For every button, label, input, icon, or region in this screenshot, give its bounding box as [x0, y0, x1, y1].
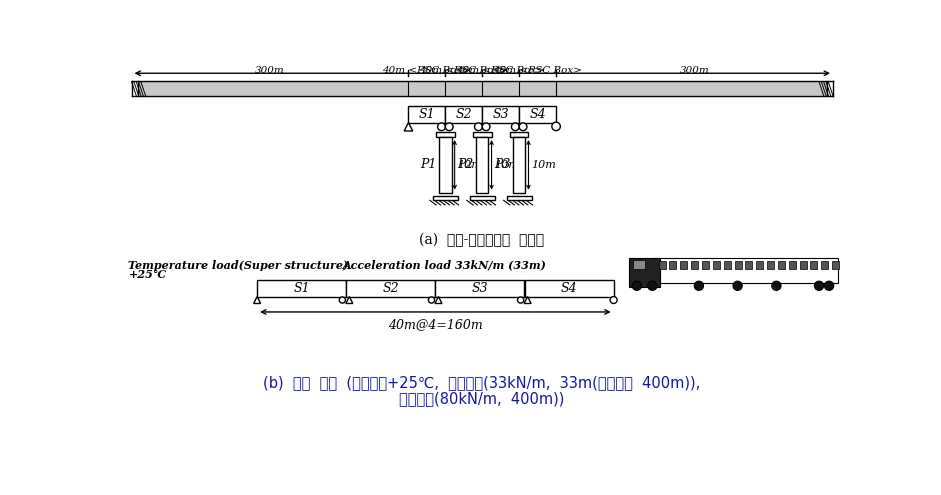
Bar — [436, 132, 455, 137]
Text: S2: S2 — [455, 107, 472, 121]
Circle shape — [694, 281, 704, 291]
Polygon shape — [346, 297, 353, 303]
Circle shape — [445, 123, 454, 131]
Bar — [757, 261, 763, 269]
Bar — [630, 258, 661, 287]
Bar — [633, 259, 646, 269]
Circle shape — [772, 281, 781, 291]
Bar — [476, 137, 488, 193]
Text: S1: S1 — [419, 107, 435, 121]
Circle shape — [814, 281, 823, 291]
Text: P2: P2 — [457, 158, 473, 171]
Text: S3: S3 — [471, 282, 488, 295]
Bar — [789, 261, 796, 269]
Circle shape — [474, 123, 482, 131]
Circle shape — [438, 123, 445, 131]
Text: 300m: 300m — [255, 65, 285, 75]
Text: 40m <PSC Box>: 40m <PSC Box> — [493, 65, 582, 75]
Text: 40m@4=160m: 40m@4=160m — [388, 318, 483, 331]
Text: 40m <PSC Box>: 40m <PSC Box> — [382, 65, 471, 75]
Bar — [832, 261, 839, 269]
Bar — [507, 196, 532, 199]
Text: 300m: 300m — [679, 65, 710, 75]
Bar — [439, 137, 452, 193]
Polygon shape — [405, 123, 413, 131]
Text: 40m <PSC Box>: 40m <PSC Box> — [420, 65, 508, 75]
Text: Acceleration load 33kN/m (33m): Acceleration load 33kN/m (33m) — [343, 259, 546, 271]
Bar — [724, 261, 730, 269]
Bar — [745, 261, 753, 269]
Bar — [473, 132, 491, 137]
Bar — [482, 105, 519, 123]
Text: P1: P1 — [421, 158, 437, 171]
Circle shape — [551, 122, 560, 131]
Bar — [433, 196, 457, 199]
Circle shape — [632, 281, 642, 291]
Circle shape — [340, 297, 345, 303]
Text: 10m: 10m — [531, 160, 555, 170]
Circle shape — [482, 123, 490, 131]
Bar — [680, 261, 687, 269]
Text: 10m: 10m — [494, 160, 518, 170]
Bar — [691, 261, 698, 269]
Bar — [778, 261, 785, 269]
Bar — [137, 81, 827, 97]
Circle shape — [733, 281, 742, 291]
Circle shape — [518, 297, 524, 303]
Bar — [652, 258, 838, 283]
Bar — [821, 261, 828, 269]
Bar — [445, 105, 482, 123]
Bar — [436, 280, 524, 297]
Text: (a)  궤도-교량모델의  개략도: (a) 궤도-교량모델의 개략도 — [420, 233, 545, 248]
Bar — [510, 132, 529, 137]
Bar — [713, 261, 720, 269]
Bar — [519, 105, 556, 123]
Circle shape — [511, 123, 519, 131]
Bar — [346, 280, 436, 297]
Text: (b)  하중  경우  (온도하중+25℃,  시동하중(33kN/m,  33m(차량길이  400m)),: (b) 하중 경우 (온도하중+25℃, 시동하중(33kN/m, 33m(차량… — [263, 375, 700, 390]
Bar — [470, 196, 495, 199]
Text: S3: S3 — [492, 107, 509, 121]
Bar — [767, 261, 774, 269]
Text: S1: S1 — [294, 282, 310, 295]
Circle shape — [824, 281, 834, 291]
Bar — [659, 261, 665, 269]
Text: S2: S2 — [382, 282, 399, 295]
Bar — [810, 261, 818, 269]
Text: Temperature load(Super structure): Temperature load(Super structure) — [129, 259, 349, 271]
Text: S4: S4 — [561, 282, 578, 295]
Text: +25℃: +25℃ — [129, 269, 167, 280]
Bar — [257, 280, 346, 297]
Polygon shape — [435, 297, 442, 303]
Bar — [408, 105, 445, 123]
Circle shape — [428, 297, 435, 303]
Circle shape — [519, 123, 527, 131]
Bar — [800, 261, 806, 269]
Text: 40m <PSC Box>: 40m <PSC Box> — [456, 65, 545, 75]
Circle shape — [610, 297, 617, 303]
Polygon shape — [254, 297, 261, 303]
Bar — [669, 261, 677, 269]
Bar — [513, 137, 525, 193]
Bar — [524, 280, 614, 297]
Text: 수직하중(80kN/m,  400m)): 수직하중(80kN/m, 400m)) — [399, 391, 565, 406]
Bar — [702, 261, 709, 269]
Text: P3: P3 — [494, 158, 511, 171]
Bar — [735, 261, 742, 269]
Text: S4: S4 — [530, 107, 546, 121]
Circle shape — [647, 281, 657, 291]
Text: 10m: 10m — [457, 160, 482, 170]
Polygon shape — [524, 297, 531, 303]
